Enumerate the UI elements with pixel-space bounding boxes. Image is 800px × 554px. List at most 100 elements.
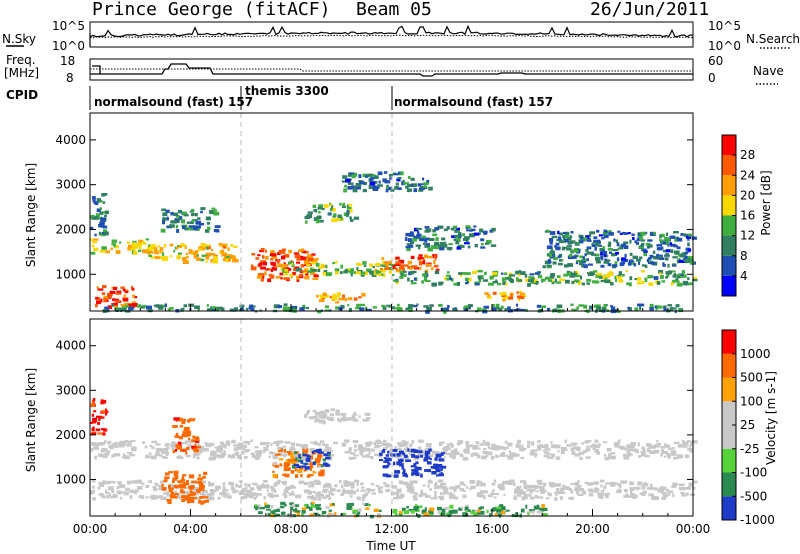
velocity-cell xyxy=(257,504,261,508)
power-cell xyxy=(480,275,484,278)
velocity-cell xyxy=(189,488,192,492)
power-cell xyxy=(155,255,160,260)
velocity-cell xyxy=(295,474,299,478)
velocity-cell xyxy=(310,441,315,444)
velocity-cell xyxy=(373,453,380,456)
power-cell xyxy=(162,252,165,256)
velocity-cell xyxy=(328,512,333,516)
power-cell xyxy=(601,237,605,240)
power-cell xyxy=(325,272,332,277)
velocity-cell xyxy=(547,491,550,496)
velocity-cell xyxy=(413,508,418,512)
power-cell xyxy=(137,304,142,308)
power-cell xyxy=(423,182,429,185)
velocity-cell xyxy=(290,506,294,510)
velocity-cell xyxy=(396,495,402,499)
power-cell xyxy=(621,260,626,265)
power-region xyxy=(316,292,366,304)
velocity-cell xyxy=(680,491,685,495)
velocity-cell xyxy=(283,483,287,486)
power-cell xyxy=(225,256,230,259)
velocity-cell xyxy=(307,482,311,485)
velocity-cell xyxy=(455,485,461,489)
velocity-cell xyxy=(281,480,287,485)
velocity-cell xyxy=(411,472,415,475)
power-cell xyxy=(591,251,594,254)
velocity-region xyxy=(172,417,202,455)
power-cell xyxy=(687,242,690,247)
power-cell xyxy=(388,267,394,271)
velocity-region xyxy=(90,439,698,461)
velocity-cell xyxy=(541,504,545,509)
power-cell xyxy=(621,257,627,261)
velocity-cell xyxy=(674,485,677,488)
velocity-cell xyxy=(307,495,313,499)
velocity-cell xyxy=(642,447,646,452)
power-cell xyxy=(262,261,268,266)
velocity-cell xyxy=(499,454,505,457)
velocity-cell xyxy=(682,445,688,448)
velocity-cell xyxy=(322,458,326,462)
velocity-cell xyxy=(441,508,446,513)
power-cell xyxy=(586,239,592,242)
power-cell xyxy=(662,249,667,253)
velocity-cell xyxy=(272,470,275,473)
power-cell xyxy=(275,276,281,279)
power-cell xyxy=(641,280,645,284)
power-cell xyxy=(664,240,670,245)
velocity-cell xyxy=(234,451,239,456)
velocity-cell xyxy=(161,484,164,487)
power-cell xyxy=(424,237,430,241)
power-cell xyxy=(665,253,669,257)
velocity-cell xyxy=(203,499,209,503)
velocity-cell xyxy=(317,442,321,446)
velocity-colorbar-swatch xyxy=(722,472,736,497)
velocity-cell xyxy=(581,442,585,445)
velocity-cell xyxy=(343,488,345,491)
velocity-cell xyxy=(416,470,419,474)
power-cell xyxy=(468,306,471,310)
power-cell xyxy=(469,233,475,238)
velocity-cell xyxy=(539,508,545,512)
velocity-cell xyxy=(399,493,405,498)
power-cell xyxy=(103,231,109,236)
velocity-cell xyxy=(102,454,108,458)
velocity-cell xyxy=(557,450,560,453)
power-cell xyxy=(312,277,319,280)
velocity-cell xyxy=(300,474,303,478)
power-cell xyxy=(345,178,351,183)
velocity-cell xyxy=(551,444,556,449)
velocity-cell xyxy=(382,465,388,469)
velocity-cell xyxy=(244,440,249,444)
power-cell xyxy=(398,266,405,270)
velocity-cell xyxy=(285,459,290,463)
velocity-cell xyxy=(420,454,423,458)
velocity-cell xyxy=(559,496,563,500)
power-cell xyxy=(227,258,232,262)
velocity-cell xyxy=(324,495,327,499)
velocity-cell xyxy=(316,459,319,463)
velocity-cell xyxy=(341,442,347,447)
power-cell xyxy=(119,241,122,244)
velocity-cell xyxy=(173,496,178,499)
power-cell xyxy=(383,171,388,174)
power-cell xyxy=(284,254,290,258)
velocity-cell xyxy=(261,483,264,487)
velocity-cell xyxy=(648,446,652,449)
power-cell xyxy=(520,308,526,312)
velocity-cell xyxy=(591,443,597,448)
power-cell xyxy=(107,295,112,298)
velocity-xtick-label: 04:00 xyxy=(173,522,208,536)
power-cell xyxy=(185,252,189,256)
velocity-cell xyxy=(475,447,481,450)
velocity-cell xyxy=(336,412,341,416)
power-cell xyxy=(579,255,584,259)
power-cell xyxy=(372,266,375,269)
velocity-cell xyxy=(534,454,537,458)
velocity-cell xyxy=(222,490,225,494)
power-colorbar-swatch xyxy=(722,135,736,156)
power-cell xyxy=(220,249,225,253)
velocity-cell xyxy=(194,443,197,447)
power-cell xyxy=(603,260,610,264)
velocity-cell xyxy=(192,490,199,494)
